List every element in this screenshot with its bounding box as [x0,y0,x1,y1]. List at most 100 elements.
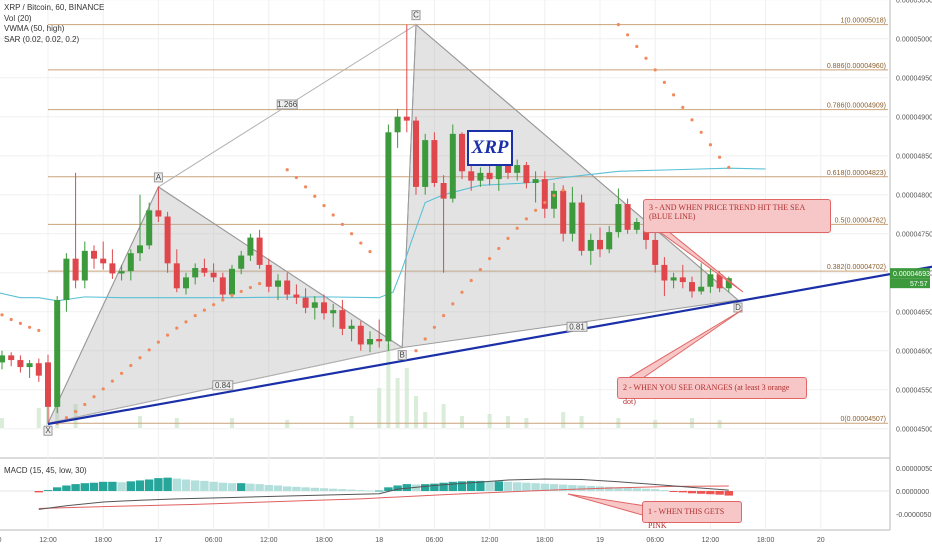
candle-body [505,161,511,173]
sar-dot [718,155,722,159]
sar-dot [166,333,170,337]
sar-dot [368,250,372,254]
sar-dot [469,278,473,283]
note-oranges: 2 - WHEN YOU SEE ORANGES (at least 3 ora… [617,377,807,406]
candle-body [173,263,180,289]
macd-histogram-bar [467,480,476,491]
pattern-point-label: C [413,11,419,20]
macd-tick-label: -0.0000050 [896,512,932,519]
pattern-point-box [411,10,421,21]
candle-body [311,302,318,308]
macd-histogram-bar [494,481,503,491]
macd-histogram-bar [715,491,724,495]
pattern-ratio-box [276,99,298,110]
macd-histogram-bar [191,480,200,491]
candle-body [597,239,603,250]
candle-body [661,264,668,281]
volume-bar [579,416,584,428]
macd-signal-line [38,485,729,509]
price-tick-label: 0.00004600 [896,349,932,356]
candle-body [0,355,5,363]
macd-histogram-bar [430,483,439,491]
candle-body [256,237,263,265]
macd-histogram-bar [273,485,283,491]
macd-histogram-bar [108,481,117,491]
macd-histogram-bar [522,482,531,491]
sar-dot [708,143,713,147]
macd-histogram-bar [154,478,163,491]
time-tick-label: 12:00 [260,537,278,544]
pattern-point-label: B [400,351,405,360]
sar-dot [524,217,529,221]
sar-dot [9,317,13,322]
macd-histogram-bar [531,483,540,491]
pattern-ratio-label: 0.84 [215,381,231,390]
sar-dot [0,313,4,317]
sar-dot [74,409,78,414]
macd-histogram-bar [89,482,99,491]
candle-body [118,271,125,274]
sar-dot [515,226,519,230]
candle-body [560,190,567,234]
candle-body [229,268,235,295]
sar-dot [202,308,206,312]
macd-histogram-bar [53,487,62,491]
price-tick-label: 0.00004550 [896,388,932,395]
macd-tick-label: 0.00000050 [896,466,932,473]
symbol-label[interactable]: XRP / Bitcoin, 60, BINANCE [4,3,105,12]
candle-body [449,133,456,199]
candle-body [431,140,438,183]
sar-dot [662,80,667,84]
sar-dot [156,340,160,344]
sar-dot [175,326,179,330]
macd-histogram-bar [301,487,310,491]
indicator-vol[interactable]: Vol (20) [4,13,32,23]
candle-body [183,277,189,289]
sar-dot [423,337,427,341]
indicator-sar[interactable]: SAR (0.02, 0.02, 0.2) [4,34,80,44]
countdown-tag [890,278,930,289]
macd-histogram-bar [540,483,549,491]
candle-body [100,258,107,264]
candle-body [376,339,383,342]
sar-dot [18,321,22,325]
candle-body [440,183,447,199]
macd-histogram-bar [641,488,651,491]
sar-dot [478,267,482,272]
fib-level-label: 1(0.00005018) [840,18,886,25]
macd-histogram-bar [338,489,347,491]
sar-dot [442,314,446,318]
volume-bar [0,418,4,428]
time-tick-label: 18:00 [94,537,112,544]
candle-body [45,362,51,407]
macd-histogram-bar [513,482,522,491]
time-tick-label: 12:00 [481,537,499,544]
pattern-point-box [43,425,53,436]
macd-histogram-bar [43,490,53,492]
candle-body [707,274,714,287]
sar-dot [92,395,96,399]
macd-histogram-bar [384,487,393,491]
candle-body [219,277,226,295]
sar-dot [561,188,565,192]
candle-body [91,250,97,259]
macd-histogram-bar [485,481,494,491]
sar-dot [644,56,648,60]
macd-histogram-bar [255,484,264,491]
candle-body [348,325,355,329]
candle-body [265,264,272,287]
macd-histogram-bar [62,485,71,491]
sar-dot [497,246,501,251]
macd-histogram-bar [181,479,191,491]
indicator-macd[interactable]: MACD (15, 45, low, 30) [4,466,87,475]
note-macd-pink: 1 - WHEN THIS GETS PINK [642,501,742,530]
candle-body [422,140,429,187]
macd-histogram-bar [117,482,126,491]
sar-dot [83,402,87,407]
indicator-vwma[interactable]: VWMA (50, high) [4,24,65,33]
macd-histogram-bar [476,480,485,491]
time-tick-label: 06:00 [646,537,664,544]
sar-dot [258,282,262,286]
sar-dot [37,328,41,333]
